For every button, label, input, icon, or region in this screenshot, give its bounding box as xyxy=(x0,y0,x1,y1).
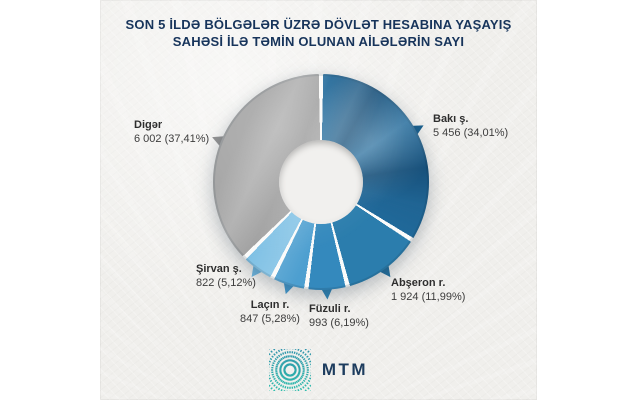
mtm-logo-text: MTM xyxy=(321,360,369,379)
mtm-logo-burst-icon xyxy=(268,349,311,391)
callout-abseron: Abşeron r. 1 924 (11,99%) xyxy=(391,277,465,304)
callout-fuzuli-name: Füzuli r. xyxy=(309,303,351,315)
footer-logo: MTM xyxy=(100,347,537,393)
callout-baki-value: 5 456 (34,01%) xyxy=(433,126,509,139)
infographic-card: SON 5 İLDƏ BÖLGƏLƏR ÜZRƏ DÖVLƏT HESABINA… xyxy=(100,0,537,400)
callout-lacin-value: 847 (5,28%) xyxy=(240,312,300,325)
callout-sirvan-value: 822 (5,12%) xyxy=(196,276,256,289)
callout-abseron-value: 1 924 (11,99%) xyxy=(391,290,466,303)
callout-lacin: Laçın r. 847 (5,28%) xyxy=(228,299,312,326)
callout-diger: Digər 6 002 (37,41%) xyxy=(134,119,209,146)
callout-fuzuli: Füzuli r. 993 (6,19%) xyxy=(309,303,369,330)
callout-lacin-name: Laçın r. xyxy=(250,299,290,311)
callout-fuzuli-value: 993 (6,19%) xyxy=(309,316,369,329)
callout-abseron-name: Abşeron r. xyxy=(391,277,446,289)
callout-diger-name: Digər xyxy=(134,119,163,131)
callout-diger-value: 6 002 (37,41%) xyxy=(134,132,210,145)
donut-hole xyxy=(279,140,363,224)
callout-sirvan-name: Şirvan ş. xyxy=(196,263,242,275)
chart-title: SON 5 İLDƏ BÖLGƏLƏR ÜZRƏ DÖVLƏT HESABINA… xyxy=(100,17,537,50)
chart-title-line-1: SON 5 İLDƏ BÖLGƏLƏR ÜZRƏ DÖVLƏT HESABINA… xyxy=(125,17,512,32)
callout-sirvan: Şirvan ş. 822 (5,12%) xyxy=(196,263,256,290)
callout-baki: Bakı ş. 5 456 (34,01%) xyxy=(433,113,508,140)
donut-chart: Bakı ş. 5 456 (34,01%) Abşeron r. 1 924 … xyxy=(100,0,537,400)
donut-ring xyxy=(213,74,429,290)
chart-title-line-2: SAHƏSİ İLƏ TƏMİN OLUNAN AİLƏLƏRİN SAYI xyxy=(172,33,465,49)
callout-baki-name: Bakı ş. xyxy=(433,113,469,125)
